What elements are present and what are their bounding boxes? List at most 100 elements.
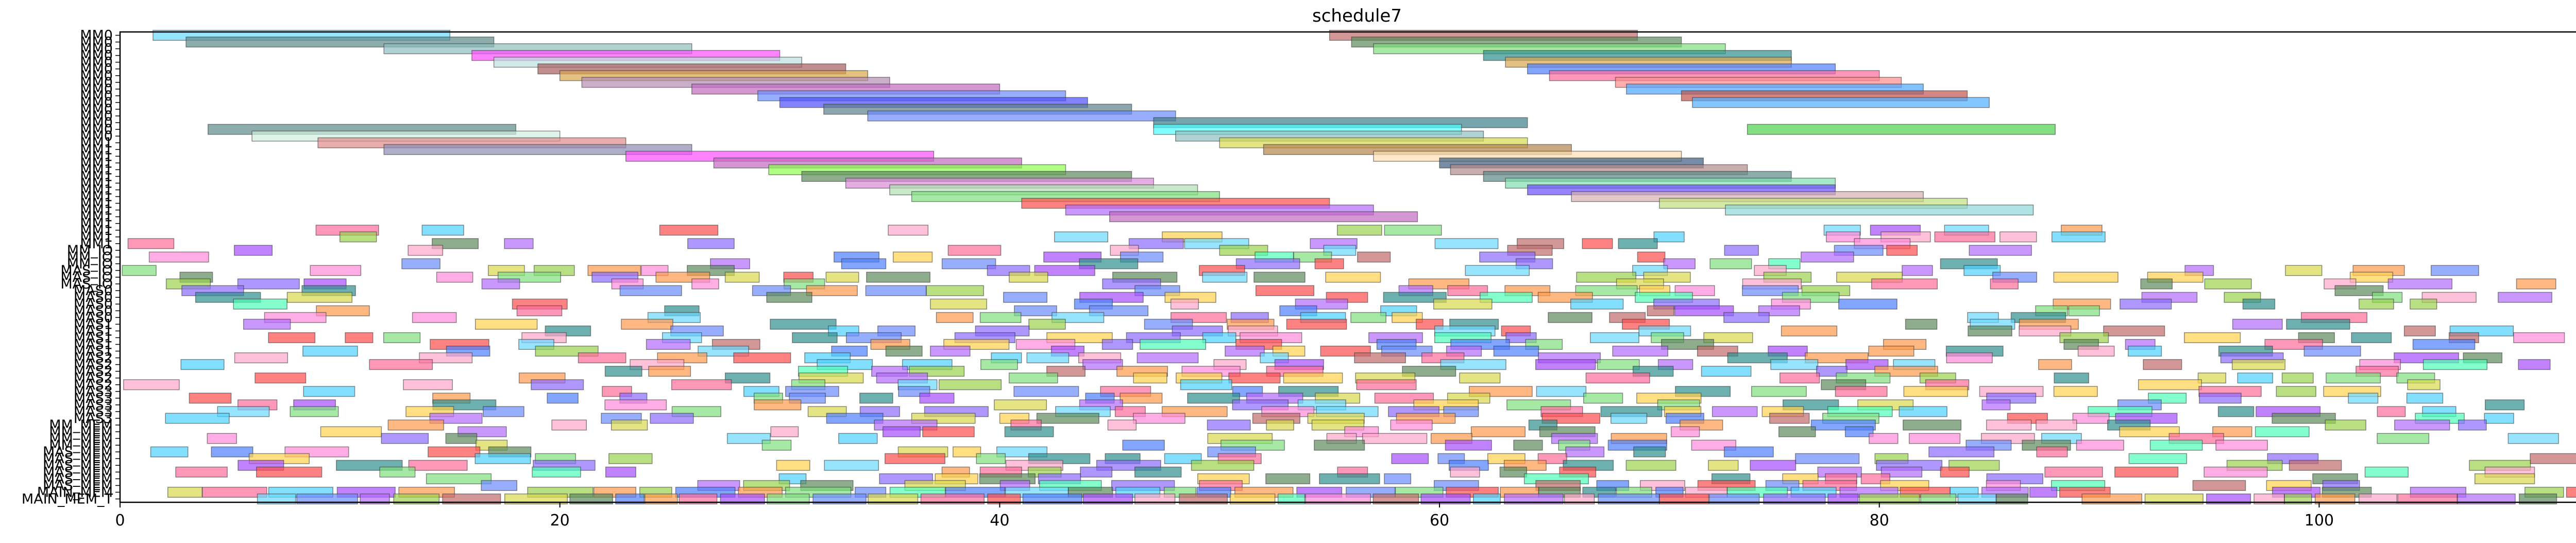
task-bar-678 (256, 466, 323, 478)
task-bar-608 (2507, 433, 2559, 444)
task-bar-397 (604, 366, 642, 377)
task-bar-815 (1859, 493, 1920, 505)
y-tick-label: MM1 (80, 216, 113, 232)
task-bar-656 (2530, 453, 2576, 464)
task-bar-226 (2359, 298, 2394, 310)
task-bar-507 (290, 406, 339, 417)
y-tick-label: MM1 (80, 223, 113, 239)
task-bar-791 (679, 493, 718, 505)
task-bar-351 (2077, 346, 2115, 357)
task-bar-581 (1004, 426, 1054, 437)
task-bar-488 (2406, 393, 2444, 404)
task-bar-692 (1880, 466, 1923, 478)
task-bar-561 (1107, 419, 1137, 431)
y-tick-label: MAS_MEM (43, 478, 113, 494)
task-bar-69 (1934, 231, 1995, 243)
task-bar-73 (432, 238, 479, 249)
y-tick-label: MM_IO (67, 249, 113, 265)
task-bar-244 (979, 312, 1022, 323)
task-bar-63 (339, 231, 377, 243)
task-bar-340 (1225, 346, 1265, 357)
task-bar-364 (1137, 352, 1199, 364)
task-bar-679 (379, 466, 416, 478)
task-bar-445 (2138, 379, 2202, 391)
task-bar-643 (976, 453, 1006, 464)
task-bar-696 (2204, 466, 2268, 478)
y-tick-label: MM_MEM (49, 431, 113, 447)
task-bar-621 (2076, 439, 2124, 451)
task-bar-524 (1711, 406, 1758, 417)
task-bar-809 (1564, 493, 1595, 505)
y-tick-label: MAS0 (74, 283, 113, 299)
task-bar-393 (2231, 359, 2286, 370)
y-tick-label: MM1 (80, 209, 113, 225)
task-bar-665 (1191, 460, 1255, 471)
task-bar-442 (1356, 379, 1417, 391)
y-tick-label: MM1 (80, 202, 113, 218)
task-bar-136 (2431, 265, 2479, 276)
task-bar-531 (2377, 406, 2406, 417)
task-bar-459 (1751, 386, 1807, 397)
task-bar-593 (445, 433, 478, 444)
y-tick-label: MM1 (80, 142, 113, 158)
task-bar-786 (442, 493, 501, 505)
task-bar-716 (2475, 473, 2535, 484)
task-bar-74 (504, 238, 534, 249)
task-bar-630 (953, 446, 981, 457)
task-bar-310 (2351, 332, 2392, 343)
task-bar-431 (2281, 372, 2314, 384)
task-bar-555 (2484, 413, 2514, 424)
task-bar-126 (1034, 265, 1095, 276)
task-bar-56 (888, 225, 929, 236)
task-bar-695 (2114, 466, 2179, 478)
y-tick-label: MAS_IO (60, 269, 113, 285)
task-bar-452 (1013, 386, 1079, 397)
task-bar-264 (1286, 318, 1347, 330)
task-bar-357 (578, 352, 626, 364)
task-bar-736 (2192, 480, 2246, 491)
task-bar-216 (1170, 298, 1199, 310)
task-bar-355 (234, 352, 289, 364)
task-bar-790 (645, 493, 678, 505)
task-bar-229 (516, 305, 563, 316)
task-bar-505 (2485, 399, 2525, 411)
task-bar-424 (1585, 372, 1650, 384)
task-bar-590 (2255, 426, 2310, 437)
y-tick-label: MM1 (80, 135, 113, 151)
task-bar-636 (1928, 446, 1995, 457)
task-bar-156 (2053, 272, 2119, 283)
y-tick-label: MAS1 (74, 316, 113, 332)
task-bar-814 (1827, 493, 1859, 505)
task-bar-349 (1868, 346, 1914, 357)
task-bar-72 (127, 238, 175, 249)
task-bar-635 (1723, 446, 1774, 457)
y-tick-label: MAS_MEM (43, 457, 113, 473)
task-bar-185 (1255, 285, 1315, 296)
task-bar-540 (1036, 413, 1099, 424)
task-bar-615 (1513, 439, 1543, 451)
task-bar-706 (1265, 473, 1311, 484)
task-bar-173 (2204, 278, 2252, 290)
task-bar-576 (320, 426, 382, 437)
task-bar-557 (551, 419, 587, 431)
task-bar-527 (1899, 406, 1947, 417)
task-bar-287 (2403, 325, 2436, 336)
task-bar-820 (2144, 493, 2204, 505)
task-bar-57 (1336, 225, 1382, 236)
task-bar-563 (1266, 419, 1294, 431)
task-bar-104 (1637, 251, 1666, 263)
task-bar-396 (2518, 359, 2551, 370)
task-bar-359 (733, 352, 791, 364)
chart-title: schedule7 (1312, 6, 1402, 26)
task-bar-93 (1886, 245, 1918, 256)
task-bar-595 (838, 433, 878, 444)
task-bar-417 (1008, 372, 1058, 384)
task-bar-212 (233, 298, 287, 310)
task-bar-236 (1674, 305, 1734, 316)
task-bar-493 (754, 399, 802, 411)
task-bar-429 (2197, 372, 2227, 384)
plot-frame (119, 31, 2576, 503)
task-bar-418 (1133, 372, 1167, 384)
x-tick-label: 40 (990, 512, 1009, 530)
task-bar-75 (687, 238, 735, 249)
